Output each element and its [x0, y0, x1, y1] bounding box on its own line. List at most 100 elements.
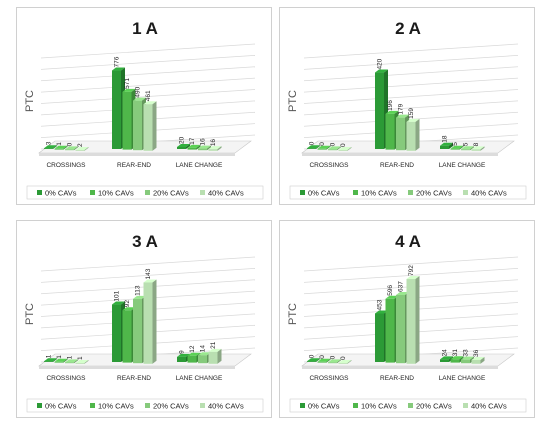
legend-swatch [353, 403, 358, 408]
data-label: 24 [442, 349, 449, 357]
bar-top [328, 146, 341, 150]
gridline [40, 256, 256, 272]
bar-top [177, 143, 190, 147]
legend-label: 0% CAVs [308, 189, 340, 198]
legend-swatch [90, 190, 95, 195]
bar [328, 359, 341, 364]
bar-front [187, 147, 197, 150]
bar-front [338, 363, 348, 364]
bar-front [375, 313, 384, 362]
data-label: 5 [463, 142, 470, 146]
bar-top [177, 353, 190, 357]
data-label: 420 [377, 58, 384, 69]
bar-side [326, 358, 331, 363]
legend-label: 10% CAVs [98, 189, 134, 198]
legend-label: 10% CAVs [361, 189, 397, 198]
data-label: 0 [309, 141, 316, 145]
bar-top [75, 147, 89, 150]
bar-side [480, 146, 485, 151]
bar-front [317, 361, 327, 363]
gridline [303, 43, 519, 59]
bar-side [470, 146, 474, 151]
bar-top [112, 67, 125, 71]
legend-label: 40% CAVs [471, 402, 507, 411]
bar-front [112, 304, 121, 362]
bar-side [207, 145, 211, 151]
bar [450, 145, 464, 150]
bar-top [122, 88, 136, 92]
legend-swatch [37, 190, 42, 195]
bar-front [133, 298, 142, 364]
chart-title: 4 A [395, 232, 421, 251]
legend: 0% CAVs 10% CAVs 20% CAVs 40% CAVs [26, 185, 264, 200]
data-label: 0 [319, 355, 326, 359]
bar [54, 358, 68, 363]
gridline [303, 100, 519, 116]
bar-front [65, 362, 74, 364]
bar [177, 143, 190, 149]
data-label: 16 [210, 139, 217, 147]
legend-swatch [37, 403, 42, 408]
bar-front [471, 359, 481, 364]
legend-label: 20% CAVs [153, 402, 189, 411]
bar [338, 147, 352, 151]
floor-edge [302, 366, 498, 369]
bar-side [63, 145, 68, 150]
bar-side [316, 358, 320, 362]
bar-top [44, 145, 57, 149]
bar-side [415, 118, 420, 151]
legend-swatch [300, 190, 305, 195]
legend-label: 40% CAVs [208, 402, 244, 411]
bar-front [44, 361, 53, 362]
chart-panel-3: 3 A PTC 1 1 1 1 CROSSINGS 101 92 113 143 REAR-END 9 1… [16, 220, 272, 418]
category-label: LANE CHANGE [176, 375, 223, 382]
bar [328, 146, 341, 151]
data-label: 9 [179, 350, 186, 354]
bar [317, 358, 331, 363]
bar-side [196, 144, 201, 150]
gridline [303, 66, 519, 82]
bar-top [396, 292, 409, 296]
bar-top [375, 310, 388, 314]
bar-front [122, 310, 132, 363]
bar-top [440, 142, 453, 146]
bar-front [307, 148, 316, 149]
bar [65, 359, 78, 364]
bar-top [307, 358, 320, 362]
bar-front [307, 361, 316, 362]
bar [198, 145, 211, 151]
bar-top [187, 352, 201, 356]
bar-front [187, 355, 197, 363]
legend-swatch [200, 190, 205, 195]
legend-label: 10% CAVs [98, 402, 134, 411]
chart-title: 1 A [132, 19, 158, 38]
bar-front [450, 359, 460, 363]
chart-title: 2 A [395, 19, 421, 38]
bar [307, 358, 320, 362]
bar-front [177, 146, 186, 149]
bar-side [186, 143, 190, 149]
bar-side [326, 145, 331, 150]
bar-front [208, 149, 218, 151]
bar-front [75, 150, 85, 151]
bar-side [217, 348, 222, 364]
bar [440, 142, 453, 149]
floor-edge [39, 153, 235, 156]
category-label: CROSSINGS [309, 162, 349, 169]
bar-front [177, 356, 186, 362]
category-label: LANE CHANGE [439, 375, 486, 382]
bar-front [143, 104, 153, 151]
legend-label: 0% CAVs [45, 402, 77, 411]
gridline [40, 66, 256, 82]
bar-front [338, 150, 348, 151]
data-label: 3 [46, 141, 53, 145]
legend-swatch [145, 190, 150, 195]
bar [143, 101, 157, 151]
data-label: 637 [398, 281, 405, 292]
bar-side [347, 360, 352, 364]
data-label: 453 [377, 299, 384, 310]
bar-top [328, 359, 341, 363]
bar-side [74, 146, 78, 151]
y-axis-label: PTC [287, 303, 299, 325]
